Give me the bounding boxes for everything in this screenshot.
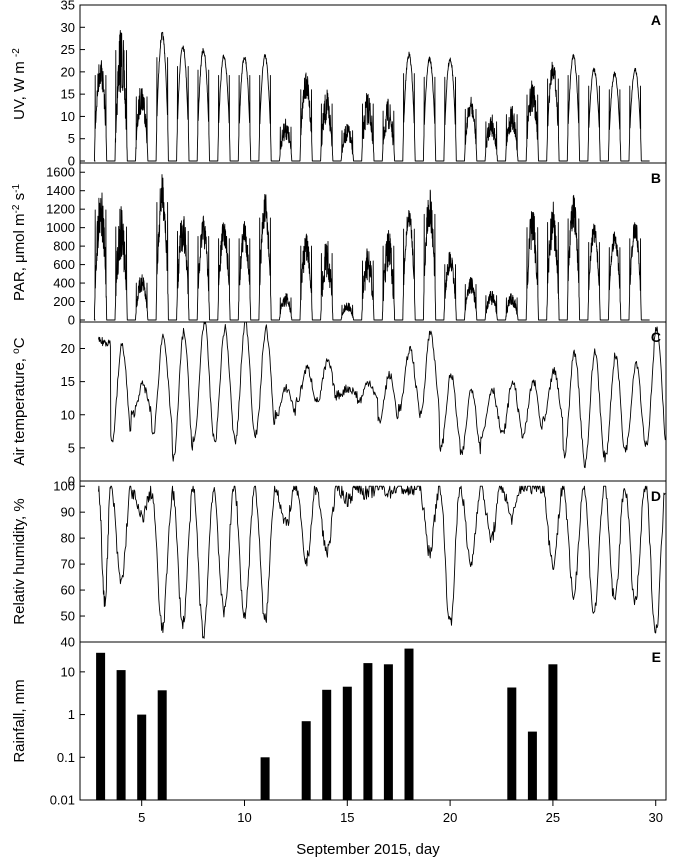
y-tick-label: 15 bbox=[61, 374, 75, 389]
x-tick-label: 10 bbox=[237, 810, 251, 825]
y-tick-label: 0 bbox=[68, 474, 75, 489]
y-tick-label: 35 bbox=[61, 0, 75, 13]
x-tick-label: 20 bbox=[443, 810, 457, 825]
panel-letter: E bbox=[652, 649, 661, 665]
y-tick-label: 60 bbox=[61, 583, 75, 598]
panel-frame bbox=[79, 641, 667, 801]
rainfall-bar bbox=[157, 690, 167, 800]
y-tick-label: 20 bbox=[61, 64, 75, 79]
y-tick-label: 90 bbox=[61, 505, 75, 520]
y-tick-label: 5 bbox=[68, 131, 75, 146]
relative-humidity-trace bbox=[98, 485, 666, 639]
panel-frame bbox=[79, 321, 667, 482]
y-tick-label: 10 bbox=[61, 109, 75, 124]
rainfall-bar bbox=[96, 652, 106, 800]
panel-letter: B bbox=[651, 170, 661, 186]
y-tick-label: 70 bbox=[61, 557, 75, 572]
rainfall-bar bbox=[363, 663, 373, 800]
y-tick-label: 20 bbox=[61, 341, 75, 356]
y-tick-label: 600 bbox=[53, 257, 75, 272]
y-tick-label: 200 bbox=[53, 294, 75, 309]
panel-b: 0 200 400 600 800 1000 1200 1400 1600 B PAR, μmol … bbox=[11, 162, 667, 328]
y-tick-label: 30 bbox=[61, 20, 75, 35]
y-tick-label: 400 bbox=[53, 276, 75, 291]
rainfall-bar bbox=[301, 721, 311, 800]
y-tick-label: 5 bbox=[68, 440, 75, 455]
y-tick-label: 50 bbox=[61, 609, 75, 624]
rainfall-bar bbox=[322, 689, 332, 800]
y-tick-label: 0 bbox=[68, 313, 75, 328]
y-axis-label-uv: UV, W m -2 bbox=[11, 48, 29, 120]
y-tick-label: 15 bbox=[61, 87, 75, 102]
y-axis-label-rainfall: Rainfall, mm bbox=[11, 679, 28, 762]
y-tick-label: 800 bbox=[53, 239, 75, 254]
y-tick-label: 100 bbox=[53, 479, 75, 494]
rainfall-bar bbox=[116, 670, 126, 800]
x-tick-label: 15 bbox=[340, 810, 354, 825]
rainfall-bar bbox=[507, 687, 517, 800]
x-tick-label: 5 bbox=[138, 810, 145, 825]
y-axis-label-par: PAR, μmol m-2 s-1 bbox=[11, 184, 29, 301]
panel-letter: A bbox=[651, 12, 661, 28]
panel-letter: D bbox=[651, 488, 661, 504]
y-tick-label: 10 bbox=[61, 664, 75, 679]
y-tick-label: 0 bbox=[68, 154, 75, 169]
panel-d: 40 50 60 70 80 90 100 D Relativ humidity, % bbox=[11, 479, 667, 650]
rainfall-bar bbox=[383, 664, 393, 800]
y-tick-label: 0.1 bbox=[57, 750, 75, 765]
x-tick-label: 30 bbox=[648, 810, 662, 825]
panel-c: 0 5 10 15 20 C Air temperature, oC bbox=[11, 321, 667, 489]
rainfall-bar bbox=[527, 731, 537, 800]
rainfall-bar bbox=[404, 648, 414, 800]
panel-letter: C bbox=[651, 329, 661, 345]
y-tick-label: 1200 bbox=[46, 202, 75, 217]
y-tick-label: 1 bbox=[68, 707, 75, 722]
y-tick-label: 10 bbox=[61, 407, 75, 422]
x-tick-label: 25 bbox=[546, 810, 560, 825]
y-tick-label: 0.01 bbox=[50, 793, 75, 808]
rainfall-bar bbox=[137, 714, 147, 800]
y-tick-label: 1600 bbox=[46, 165, 75, 180]
y-tick-label: 80 bbox=[61, 531, 75, 546]
y-tick-label: 1400 bbox=[46, 183, 75, 198]
y-tick-label: 40 bbox=[61, 635, 75, 650]
rainfall-bar bbox=[548, 664, 558, 800]
par-trace bbox=[93, 174, 650, 321]
y-tick-label: 25 bbox=[61, 42, 75, 57]
x-axis: 5 10 15 20 25 30 bbox=[138, 800, 663, 825]
y-axis-label-temperature: Air temperature, oC bbox=[11, 337, 29, 465]
x-axis-label: September 2015, day bbox=[296, 841, 440, 858]
panel-a: 0 5 10 15 20 25 30 35 A UV, W m -2 bbox=[11, 0, 667, 169]
rainfall-bar bbox=[260, 757, 270, 800]
y-tick-label: 1000 bbox=[46, 220, 75, 235]
rainfall-bar bbox=[342, 686, 352, 800]
air-temperature-trace bbox=[98, 321, 666, 469]
y-axis-label-humidity: Relativ humidity, % bbox=[11, 498, 28, 624]
uv-trace bbox=[93, 29, 650, 162]
panel-e: 0.01 0.1 1 10 E Rainfall, mm bbox=[11, 641, 667, 808]
